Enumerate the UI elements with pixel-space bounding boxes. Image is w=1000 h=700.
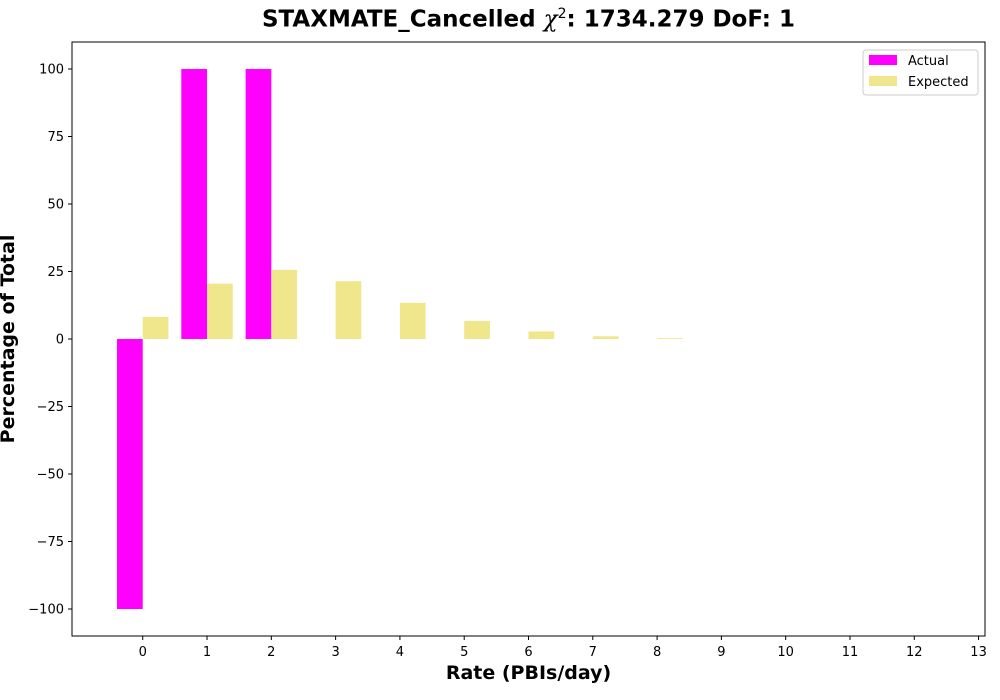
bar-expected-4 — [399, 302, 426, 339]
bar-expected-7 — [592, 336, 619, 339]
y-tick-label: 0 — [56, 333, 64, 348]
y-tick-label: 25 — [47, 265, 64, 280]
y-axis: 100 75 50 25 0 −25 −50 −75 −100 — [28, 63, 72, 618]
chart-title-suffix: : 1734.279 DoF: 1 — [566, 6, 796, 33]
x-tick-label: 2 — [267, 645, 275, 660]
y-axis-label: Percentage of Total — [0, 234, 19, 444]
x-axis-label: Rate (PBIs/day) — [445, 662, 612, 684]
y-tick-label: 100 — [39, 63, 64, 78]
chi-exponent: 2 — [557, 6, 567, 22]
legend-label-expected: Expected — [908, 75, 969, 90]
bars-layer — [117, 69, 683, 609]
y-tick-label: 50 — [47, 198, 64, 213]
x-tick-label: 12 — [906, 645, 923, 660]
x-tick-label: 4 — [396, 645, 404, 660]
chi-symbol: χ — [543, 6, 558, 33]
bar-expected-6 — [528, 331, 555, 339]
x-tick-label: 9 — [717, 645, 725, 660]
bar-expected-1 — [207, 283, 233, 339]
y-tick-label: −25 — [37, 400, 64, 415]
x-axis: 0 1 2 3 4 5 6 7 8 9 10 11 12 13 — [139, 636, 987, 660]
y-tick-label: −50 — [37, 468, 64, 483]
x-tick-label: 3 — [331, 645, 339, 660]
chart-title-prefix: STAXMATE_Cancelled — [261, 6, 544, 33]
x-tick-label: 11 — [842, 645, 859, 660]
bar-expected-3 — [335, 281, 362, 339]
bar-actual-2 — [245, 69, 272, 339]
x-tick-label: 7 — [589, 645, 597, 660]
bar-expected-8 — [657, 338, 683, 339]
x-tick-label: 10 — [777, 645, 794, 660]
x-tick-label: 5 — [460, 645, 468, 660]
bar-expected-2 — [271, 269, 298, 339]
legend-swatch-expected — [869, 76, 897, 86]
legend: Actual Expected — [862, 49, 979, 96]
x-tick-label: 0 — [139, 645, 147, 660]
bar-actual-0 — [117, 339, 143, 609]
legend-label-actual: Actual — [908, 54, 949, 69]
y-tick-label: −100 — [28, 603, 64, 618]
y-tick-label: −75 — [37, 535, 64, 550]
x-tick-label: 1 — [203, 645, 211, 660]
bar-actual-1 — [181, 69, 208, 339]
x-tick-label: 13 — [970, 645, 987, 660]
x-tick-label: 6 — [524, 645, 532, 660]
bar-expected-5 — [464, 320, 490, 339]
legend-swatch-actual — [869, 55, 897, 65]
x-tick-label: 8 — [653, 645, 661, 660]
chart-title: STAXMATE_Cancelled χ2: 1734.279 DoF: 1 — [0, 6, 1000, 33]
y-tick-label: 75 — [47, 130, 64, 145]
bar-expected-0 — [142, 316, 169, 339]
